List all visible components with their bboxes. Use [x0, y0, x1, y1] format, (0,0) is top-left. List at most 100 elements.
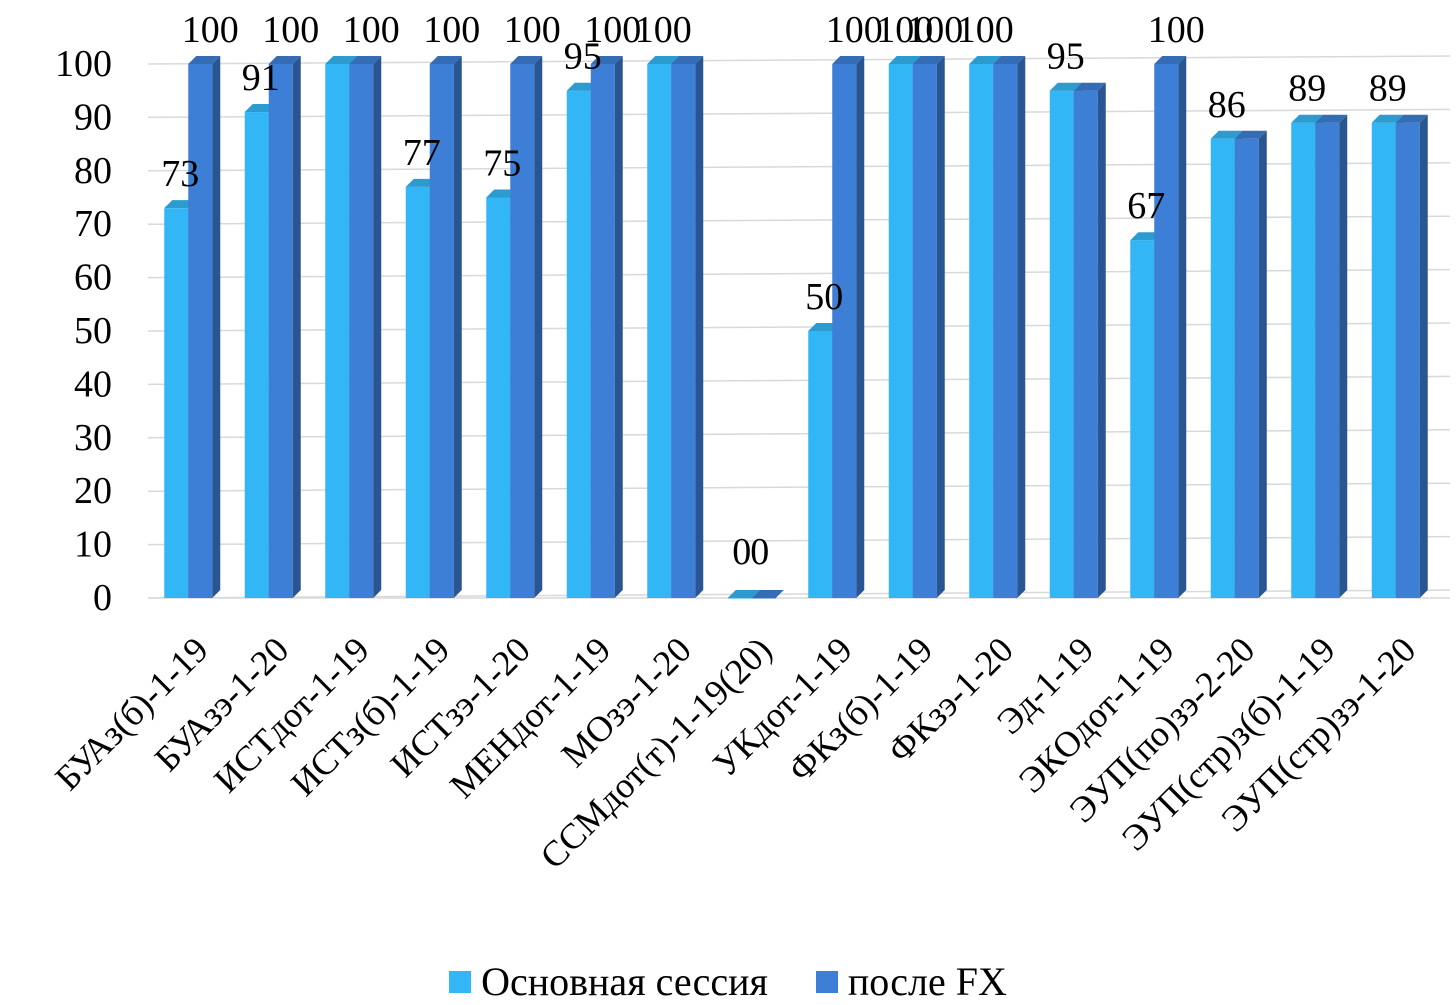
legend-swatch-after-fx	[815, 970, 838, 993]
data-label-main-session: 50	[805, 276, 843, 318]
bar-side	[1097, 82, 1106, 598]
bar-after-fx	[429, 56, 462, 598]
bar-front	[325, 64, 350, 598]
bar-front	[486, 197, 511, 598]
bar-side	[695, 56, 704, 598]
bar-after-fx	[832, 56, 865, 598]
y-tick-label: 70	[74, 203, 112, 245]
data-label-after-fx: 0	[750, 531, 769, 573]
bar-front	[1049, 90, 1074, 598]
bar-front	[969, 64, 994, 598]
bar-top	[888, 56, 921, 64]
bar-main-session	[727, 590, 760, 599]
bar-after-fx	[349, 56, 382, 598]
data-label-main-session: 73	[161, 153, 199, 195]
bar-after-fx	[188, 56, 221, 598]
data-label-main-session: 91	[242, 57, 280, 99]
bar-front	[647, 64, 672, 598]
data-label-after-fx: 100	[262, 9, 319, 51]
bar-side	[453, 56, 462, 598]
y-tick-label: 30	[74, 417, 112, 459]
bar-front	[912, 64, 937, 598]
bar-front	[244, 112, 269, 598]
bar-after-fx	[268, 56, 301, 598]
data-label-main-session: 0	[732, 531, 751, 573]
bar-side	[212, 56, 221, 598]
bar-top	[1371, 114, 1404, 123]
bar-main-session	[1210, 130, 1243, 598]
data-label-after-fx: 100	[504, 9, 561, 51]
y-tick-label: 0	[93, 577, 112, 619]
y-axis: 0 10 20 30 40 50 60 70 80 90 100	[55, 43, 112, 619]
bar-side	[1419, 114, 1428, 599]
data-label-after-fx: 100	[343, 9, 400, 51]
bar-top	[590, 56, 623, 64]
bar-after-fx	[1395, 114, 1428, 599]
legend-item-after-fx: после FX	[815, 958, 1007, 1005]
bar-front	[1154, 64, 1179, 598]
bar-after-fx	[671, 56, 704, 598]
legend-swatch-main-session	[449, 970, 472, 993]
data-label-main-session: 95	[564, 36, 602, 78]
bar-top	[751, 590, 784, 598]
data-label-after-fx: 100	[584, 9, 641, 51]
bar-top	[188, 56, 221, 64]
bar-front	[1234, 138, 1259, 598]
data-label-main-session: 67	[1127, 185, 1165, 227]
data-label-main-session: 89	[1369, 68, 1407, 110]
bar-after-fx	[510, 56, 543, 598]
bar-front	[164, 208, 189, 598]
bar-front	[1130, 240, 1155, 598]
bar-top	[429, 56, 462, 64]
y-tick-label: 100	[55, 43, 112, 85]
legend: Основная сессия после FX	[0, 958, 1456, 1005]
bar-after-fx	[1073, 82, 1106, 598]
y-tick-label: 20	[74, 470, 112, 512]
bar-after-fx	[993, 56, 1026, 598]
bar-front	[188, 64, 213, 598]
bar-top	[325, 56, 358, 64]
bar-side	[1017, 56, 1026, 598]
bar-top	[1315, 114, 1348, 123]
data-label-after-fx: 100	[182, 9, 239, 51]
data-label-after-fx: 100	[423, 9, 480, 51]
bar-top	[647, 56, 680, 64]
bar-front	[268, 64, 293, 598]
bar-top	[993, 56, 1026, 64]
bar-top	[912, 56, 945, 64]
bar-side	[1178, 56, 1187, 598]
bar-front	[671, 64, 696, 598]
bar-front	[832, 64, 857, 598]
bar-side	[534, 56, 543, 598]
bar-front	[888, 64, 913, 598]
bar-front	[429, 64, 454, 598]
bar-side	[1339, 114, 1348, 599]
bar-front	[993, 64, 1018, 598]
y-tick-label: 90	[74, 96, 112, 138]
bar-top	[349, 56, 382, 64]
x-axis: БУАз(б)-1-19БУАзэ-1-20ИСТдот-1-19ИСТз(б)…	[47, 629, 1423, 876]
bar-top	[1049, 82, 1082, 91]
legend-item-main-session: Основная сессия	[449, 958, 768, 1005]
bar-side	[1258, 130, 1267, 598]
bars	[164, 56, 1428, 599]
bar-top	[832, 56, 865, 64]
bar-after-fx	[590, 56, 623, 598]
bar-front	[590, 64, 615, 598]
bar-front	[405, 186, 430, 598]
legend-label-main-session: Основная сессия	[481, 959, 768, 1004]
data-label-main-session: 89	[1288, 68, 1326, 110]
bar-front	[1210, 138, 1235, 598]
bar-after-fx	[751, 590, 784, 599]
bar-top	[1395, 114, 1428, 123]
data-label-main-session: 77	[403, 132, 441, 174]
bar-top	[727, 590, 760, 598]
bar-front	[1395, 122, 1420, 599]
bar-side	[373, 56, 382, 598]
bar-top	[969, 56, 1002, 64]
bar-top	[1073, 82, 1106, 91]
bar-front	[1371, 122, 1396, 599]
bar-top	[671, 56, 704, 64]
bar-side	[614, 56, 623, 598]
y-tick-label: 60	[74, 257, 112, 299]
